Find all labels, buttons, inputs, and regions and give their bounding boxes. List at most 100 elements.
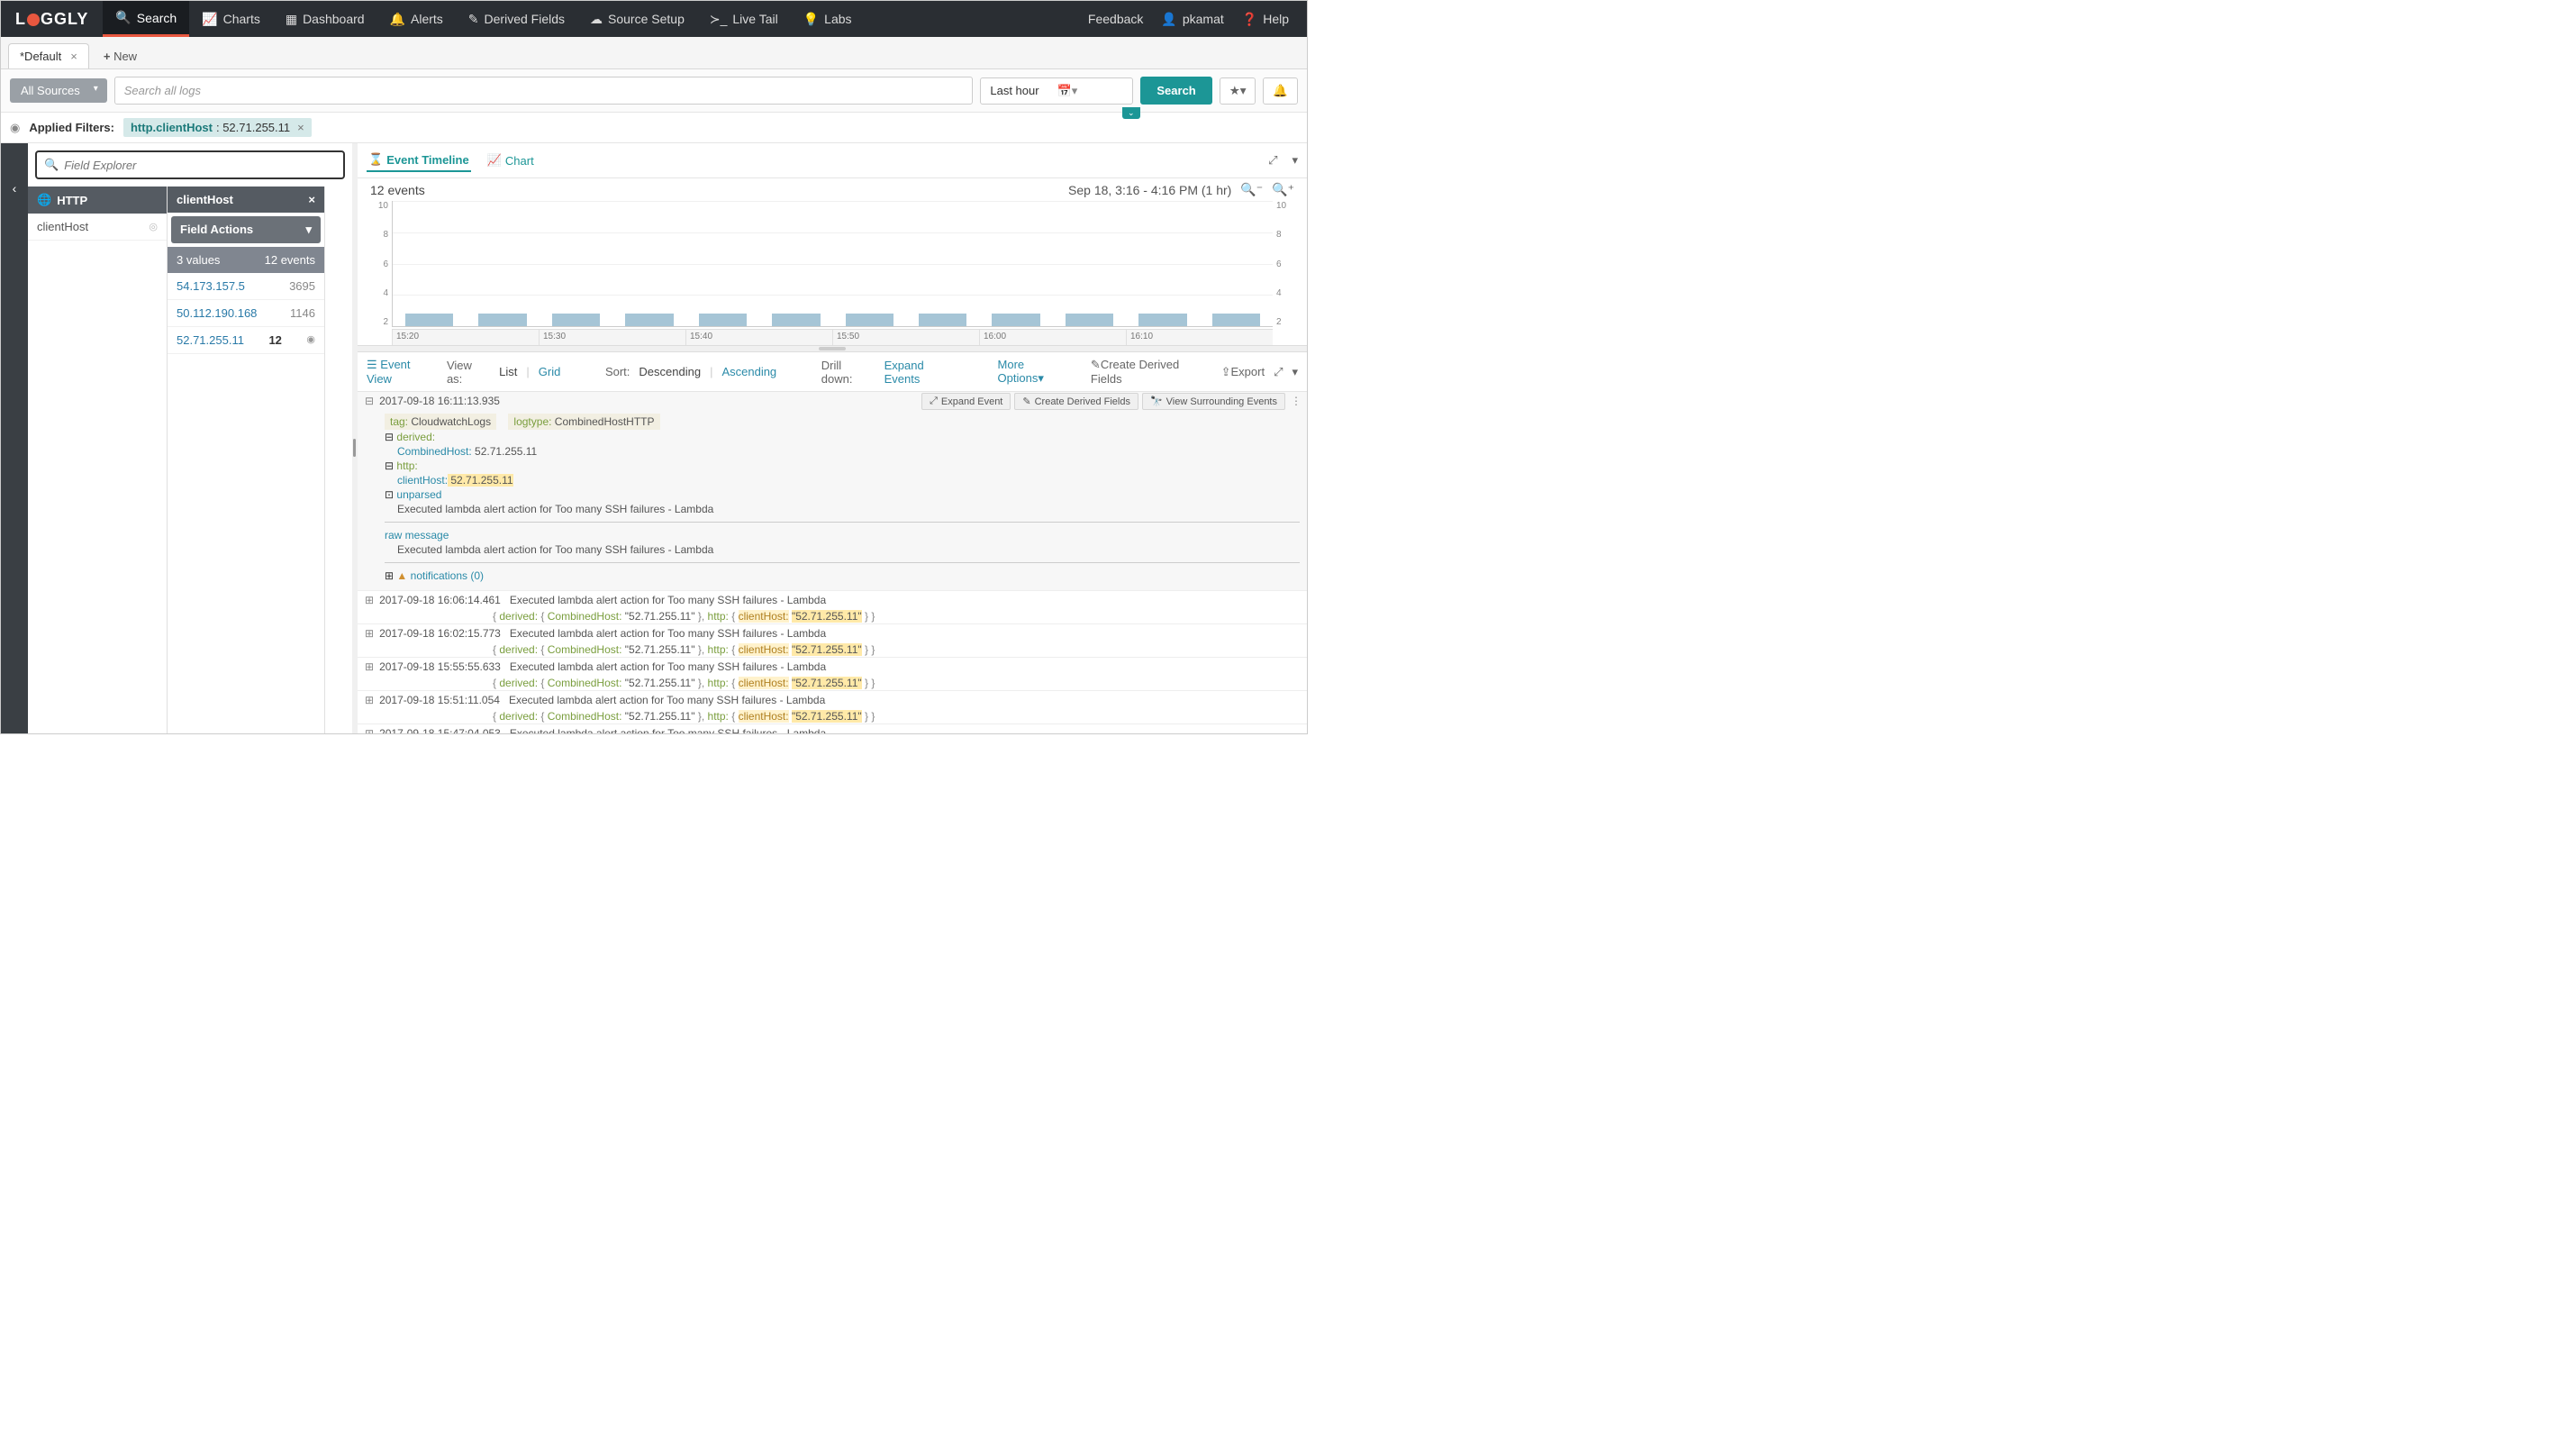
collapse-icon[interactable]: ⊡	[385, 488, 394, 501]
expand-icon[interactable]: ⊞	[365, 594, 374, 606]
field-explorer-input[interactable]	[64, 159, 336, 172]
split-handle[interactable]	[358, 345, 1307, 352]
expand-icon[interactable]: ⊞	[365, 627, 374, 640]
filter-chip[interactable]: http.clientHost: 52.71.255.11 ×	[123, 118, 312, 137]
eye-icon[interactable]: ◉	[306, 333, 315, 347]
view-grid-button[interactable]: Grid	[539, 365, 561, 378]
nav-user[interactable]: 👤pkamat	[1152, 1, 1232, 37]
chart-bar[interactable]	[992, 314, 1039, 326]
expand-events-link[interactable]: Expand Events	[884, 359, 962, 386]
chart-icon: 📈	[487, 153, 502, 168]
nav-help[interactable]: ❓Help	[1233, 1, 1298, 37]
remove-filter-icon[interactable]: ×	[297, 121, 304, 134]
collapse-icon[interactable]: ⊟	[385, 431, 394, 443]
field-item-clienthost[interactable]: clientHost ◎	[28, 214, 167, 241]
close-icon[interactable]: ×	[308, 193, 315, 206]
search-input[interactable]	[114, 77, 974, 105]
events-list: ⊟ 2017-09-18 16:11:13.935 ⤢Expand Event …	[358, 392, 1307, 733]
expand-icon[interactable]: ⤢	[1268, 153, 1277, 168]
event-timestamp: 2017-09-18 16:06:14.461	[379, 594, 501, 606]
chart-bar[interactable]	[1066, 314, 1113, 326]
zoom-out-icon[interactable]: 🔍⁻	[1240, 182, 1263, 197]
nav-alerts[interactable]: 🔔Alerts	[377, 1, 456, 37]
nav-dashboard[interactable]: ▦Dashboard	[273, 1, 377, 37]
timeline-chart[interactable]: 108642 108642 15:2015:3015:4015:5016:001…	[370, 201, 1294, 345]
chart-bar[interactable]	[772, 314, 820, 326]
nav-source-setup[interactable]: ☁Source Setup	[577, 1, 697, 37]
time-range-select[interactable]: Last hour📅▾	[980, 77, 1133, 105]
search-button[interactable]: Search	[1140, 77, 1211, 105]
chart-bar[interactable]	[699, 314, 747, 326]
nav-live-tail[interactable]: ≻_Live Tail	[697, 1, 791, 37]
chart-icon: 📈	[202, 12, 217, 27]
chart-bar[interactable]	[1138, 314, 1186, 326]
expand-icon[interactable]: ⤢	[1274, 365, 1283, 379]
help-icon: ❓	[1242, 12, 1257, 27]
field-actions-dropdown[interactable]: Field Actions▾	[171, 216, 321, 243]
time-range-label: Sep 18, 3:16 - 4:16 PM (1 hr)	[1068, 183, 1231, 197]
view-surrounding-button[interactable]: 🔭View Surrounding Events	[1142, 393, 1285, 410]
sort-desc-button[interactable]: Descending	[639, 365, 701, 378]
chart-bar[interactable]	[405, 314, 453, 326]
create-derived-fields-link[interactable]: ✎Create Derived Fields	[1091, 358, 1212, 386]
expand-icon[interactable]: ⊞	[385, 569, 394, 582]
source-select[interactable]: All Sources	[10, 78, 107, 103]
notifications-button[interactable]: 🔔	[1263, 77, 1298, 105]
event-view-link[interactable]: ☰ Event View	[367, 358, 438, 386]
event-timestamp: 2017-09-18 15:51:11.054	[379, 694, 500, 706]
chevron-down-icon[interactable]: ▾	[1292, 365, 1298, 379]
event-row: ⊞2017-09-18 16:06:14.461Executed lambda …	[358, 591, 1307, 624]
chart-bar[interactable]	[552, 314, 600, 326]
nav-search[interactable]: 🔍Search	[103, 1, 189, 37]
export-link[interactable]: ⇪Export	[1221, 365, 1265, 379]
chevron-down-icon[interactable]: ▾	[1292, 153, 1298, 168]
event-json: { derived: { CombinedHost: "52.71.255.11…	[358, 642, 1307, 657]
sort-asc-button[interactable]: Ascending	[721, 365, 776, 378]
binoculars-icon: 🔭	[1150, 396, 1163, 407]
expand-icon[interactable]: ⊞	[365, 694, 374, 706]
chart-bar[interactable]	[919, 314, 966, 326]
chart-bar[interactable]	[1212, 314, 1260, 326]
nav-derived-fields[interactable]: ✎Derived Fields	[456, 1, 577, 37]
nav-feedback[interactable]: Feedback	[1079, 1, 1152, 37]
tab-new[interactable]: + New	[93, 44, 148, 68]
filters-row: ◉ Applied Filters: http.clientHost: 52.7…	[1, 113, 1307, 143]
field-explorer-search[interactable]: 🔍	[35, 150, 345, 179]
zoom-in-icon[interactable]: 🔍⁺	[1272, 182, 1294, 197]
tab-default[interactable]: *Default×	[8, 43, 89, 68]
event-timestamp: 2017-09-18 16:02:15.773	[379, 627, 501, 640]
chart-bar[interactable]	[846, 314, 893, 326]
value-row[interactable]: 50.112.190.1681146	[168, 300, 324, 327]
value-row[interactable]: 52.71.255.1112◉	[168, 327, 324, 354]
expand-search-chevron[interactable]: ⌄	[1122, 107, 1140, 119]
collapse-icon[interactable]: ⊟	[385, 460, 394, 472]
expand-event-button[interactable]: ⤢Expand Event	[921, 393, 1011, 410]
favorite-button[interactable]: ★▾	[1220, 77, 1256, 105]
tab-chart[interactable]: 📈Chart	[485, 150, 536, 171]
expand-icon[interactable]: ⊞	[365, 727, 374, 733]
chevron-left-icon[interactable]: ‹	[13, 181, 17, 196]
field-group-http[interactable]: 🌐 HTTP	[28, 187, 167, 214]
close-icon[interactable]: ×	[70, 50, 77, 63]
chart-bar[interactable]	[625, 314, 673, 326]
more-icon[interactable]: ⋮	[1291, 395, 1302, 407]
calendar-icon: 📅▾	[1057, 84, 1078, 98]
sort-label: Sort:	[605, 365, 630, 378]
chart-bar[interactable]	[478, 314, 526, 326]
event-view-controls: ☰ Event View View as: List | Grid Sort: …	[358, 352, 1307, 392]
column-resize-handle[interactable]	[352, 143, 358, 733]
event-message: Executed lambda alert action for Too man…	[510, 627, 826, 640]
collapse-icon[interactable]: ⊟	[365, 395, 374, 407]
value-row[interactable]: 54.173.157.53695	[168, 273, 324, 300]
user-icon: 👤	[1161, 12, 1176, 27]
more-options-dropdown[interactable]: More Options▾	[998, 358, 1073, 386]
nav-labs[interactable]: 💡Labs	[791, 1, 865, 37]
nav-charts[interactable]: 📈Charts	[189, 1, 273, 37]
filters-label: Applied Filters:	[29, 121, 114, 134]
tab-event-timeline[interactable]: ⌛Event Timeline	[367, 149, 471, 172]
create-derived-fields-button[interactable]: ✎Create Derived Fields	[1014, 393, 1138, 410]
expand-icon[interactable]: ⊞	[365, 660, 374, 673]
timeline-info: 12 events Sep 18, 3:16 - 4:16 PM (1 hr) …	[358, 178, 1307, 201]
view-list-button[interactable]: List	[499, 365, 517, 378]
top-nav: LGGLY 🔍Search 📈Charts ▦Dashboard 🔔Alerts…	[1, 1, 1307, 37]
